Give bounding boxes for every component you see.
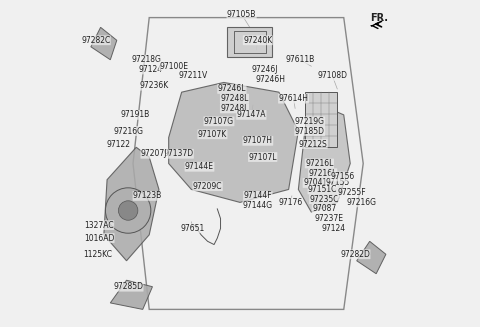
Text: 97151C: 97151C (308, 185, 337, 194)
Text: 97212S: 97212S (299, 140, 327, 148)
Polygon shape (91, 27, 117, 60)
Text: 97216G: 97216G (113, 127, 143, 136)
Text: 97207J: 97207J (141, 149, 168, 158)
Text: 97191B: 97191B (120, 111, 149, 119)
Text: 97209C: 97209C (193, 182, 222, 191)
Text: FR.: FR. (371, 13, 388, 23)
Text: 97107K: 97107K (198, 130, 227, 139)
Circle shape (106, 188, 151, 233)
Text: 97246L: 97246L (217, 84, 246, 94)
Text: 97237E: 97237E (315, 214, 344, 223)
Text: 97147A: 97147A (237, 111, 266, 119)
Text: 97176: 97176 (278, 198, 302, 207)
Text: 97216G: 97216G (347, 198, 377, 207)
Text: 97144G: 97144G (243, 201, 273, 210)
Text: 1125KC: 1125KC (83, 250, 112, 259)
Text: 97124: 97124 (322, 224, 346, 233)
Text: 97144F: 97144F (243, 191, 272, 200)
Text: 97211V: 97211V (179, 72, 208, 80)
Text: 97124: 97124 (139, 65, 163, 74)
Text: 97255F: 97255F (337, 188, 366, 197)
Text: 97107H: 97107H (243, 136, 273, 145)
Polygon shape (357, 241, 386, 274)
Text: 97105B: 97105B (227, 10, 256, 19)
Text: 97216L: 97216L (309, 169, 337, 178)
Text: 97185D: 97185D (295, 127, 324, 136)
Polygon shape (168, 82, 299, 202)
Text: 97218G: 97218G (131, 55, 161, 64)
Text: 97144E: 97144E (185, 162, 214, 171)
Text: 1327AC: 1327AC (84, 221, 114, 230)
Circle shape (119, 201, 138, 220)
Text: 97155: 97155 (325, 179, 349, 187)
Text: 97123B: 97123B (133, 191, 162, 200)
Text: 97107G: 97107G (204, 117, 234, 126)
Text: 97248L: 97248L (220, 94, 249, 103)
Text: 97087: 97087 (312, 204, 336, 214)
Text: 97246J: 97246J (251, 65, 277, 74)
Text: 97107L: 97107L (249, 152, 277, 162)
Bar (305, 92, 337, 147)
Text: 97246H: 97246H (256, 75, 286, 84)
Text: 97248L: 97248L (220, 104, 249, 113)
Polygon shape (104, 147, 159, 261)
Text: 1016AD: 1016AD (84, 233, 114, 243)
Text: 97611B: 97611B (285, 55, 314, 64)
Text: 97236K: 97236K (140, 81, 168, 90)
Polygon shape (299, 105, 350, 212)
Text: 97219G: 97219G (295, 117, 324, 126)
Text: 97100E: 97100E (159, 62, 188, 71)
Text: 97156: 97156 (330, 172, 354, 181)
Text: 97285D: 97285D (113, 282, 143, 291)
Text: 97240K: 97240K (243, 36, 273, 45)
Text: 97235C: 97235C (310, 195, 339, 204)
Text: 97108D: 97108D (317, 72, 348, 80)
Text: 97282D: 97282D (340, 250, 370, 259)
Text: 97282C: 97282C (81, 36, 110, 45)
Text: 97614H: 97614H (278, 94, 309, 103)
Polygon shape (110, 280, 153, 309)
Text: 97137D: 97137D (163, 149, 193, 158)
Polygon shape (227, 27, 273, 57)
Text: 97216L: 97216L (305, 159, 334, 168)
Text: 97122: 97122 (107, 140, 131, 148)
Text: 97041A: 97041A (303, 179, 333, 187)
Text: 97651: 97651 (181, 224, 205, 233)
